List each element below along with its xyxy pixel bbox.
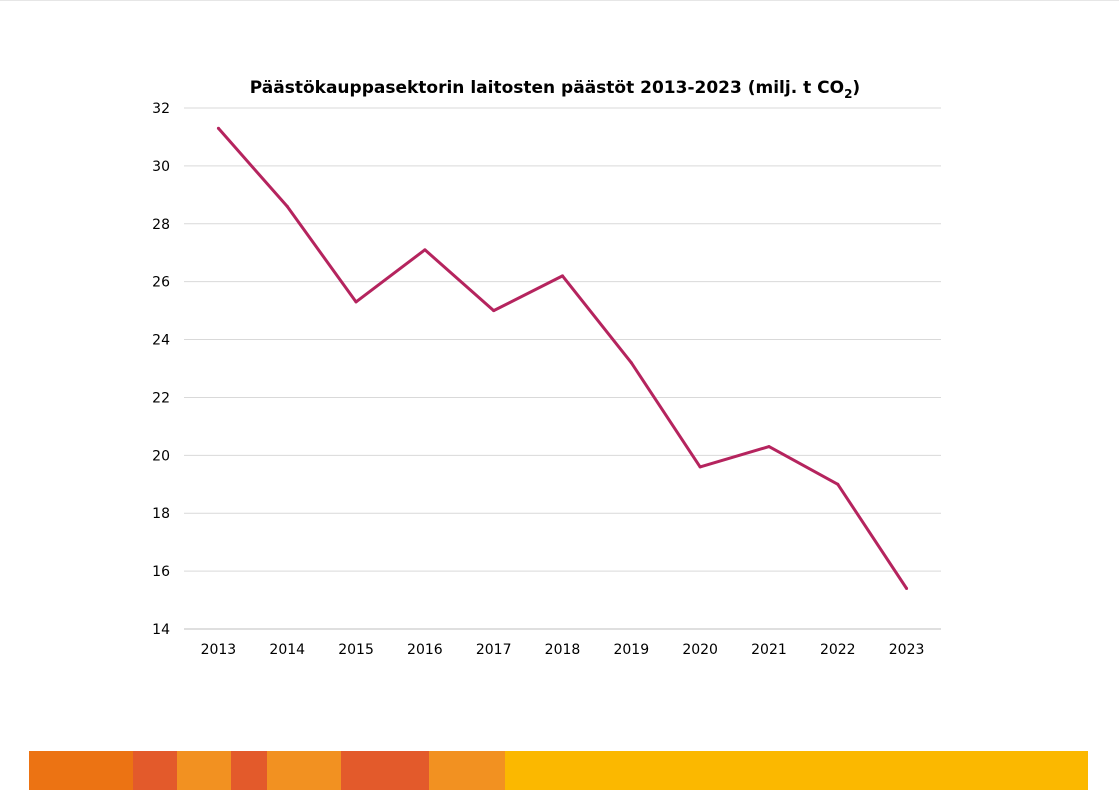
- y-tick-label: 18: [152, 506, 170, 522]
- x-tick-label: 2023: [889, 642, 925, 658]
- y-axis-ticks: 14 16 18 20 22 24 26 28 30 32: [152, 101, 170, 638]
- data-point-2014: [285, 204, 289, 208]
- chart-title-subscript: 2: [844, 87, 852, 101]
- data-point-2017: [492, 309, 496, 313]
- x-axis-ticks: 2013 2014 2015 2016 2017 2018 2019 2020 2021 2022…: [201, 642, 925, 658]
- y-tick-label: 24: [152, 333, 170, 349]
- x-tick-label: 2020: [682, 642, 718, 658]
- data-point-2023: [905, 586, 909, 590]
- footer-band-segment: [231, 751, 267, 790]
- footer-band-segment: [177, 751, 231, 790]
- y-tick-label: 32: [152, 101, 170, 117]
- y-tick-label: 28: [152, 217, 170, 233]
- x-tick-label: 2014: [269, 642, 305, 658]
- series-line-0: [217, 127, 908, 590]
- footer-band-segment: [133, 751, 177, 790]
- data-point-2018: [561, 274, 564, 278]
- x-tick-label: 2013: [201, 642, 237, 658]
- x-tick-label: 2019: [613, 642, 649, 658]
- x-tick-label: 2022: [820, 642, 856, 658]
- chart-title-suffix: ): [852, 78, 860, 98]
- data-point-2013: [216, 126, 220, 130]
- footer-band-segment: [341, 751, 429, 790]
- chart-title: Päästökauppasektorin laitosten päästöt 2…: [250, 78, 860, 101]
- x-tick-label: 2016: [407, 642, 443, 658]
- data-point-2019: [629, 361, 633, 365]
- data-point-2021: [767, 445, 771, 449]
- footer-band-segment: [267, 751, 341, 790]
- y-tick-label: 14: [152, 622, 170, 638]
- data-point-2022: [836, 482, 840, 486]
- line-chart: Päästökauppasektorin laitosten päästöt 2…: [152, 78, 941, 658]
- footer-band-segment: [29, 751, 133, 790]
- data-point-2020: [698, 465, 702, 469]
- x-tick-label: 2021: [751, 642, 787, 658]
- x-tick-label: 2015: [338, 642, 374, 658]
- y-tick-label: 30: [152, 159, 170, 175]
- chart-title-main: Päästökauppasektorin laitosten päästöt 2…: [250, 78, 844, 98]
- gridlines: [184, 107, 941, 630]
- top-rule: [0, 0, 1119, 1]
- y-tick-label: 20: [152, 448, 170, 464]
- data-point-2016: [423, 248, 427, 252]
- y-tick-label: 16: [152, 564, 170, 580]
- y-tick-label: 22: [152, 390, 170, 406]
- footer-color-band: [29, 751, 1088, 790]
- series-layer: [216, 126, 909, 590]
- x-tick-label: 2017: [476, 642, 512, 658]
- data-point-2015: [354, 300, 358, 304]
- footer-band-segment: [505, 751, 1088, 790]
- footer-band-segment: [429, 751, 505, 790]
- y-tick-label: 26: [152, 275, 170, 291]
- x-tick-label: 2018: [545, 642, 581, 658]
